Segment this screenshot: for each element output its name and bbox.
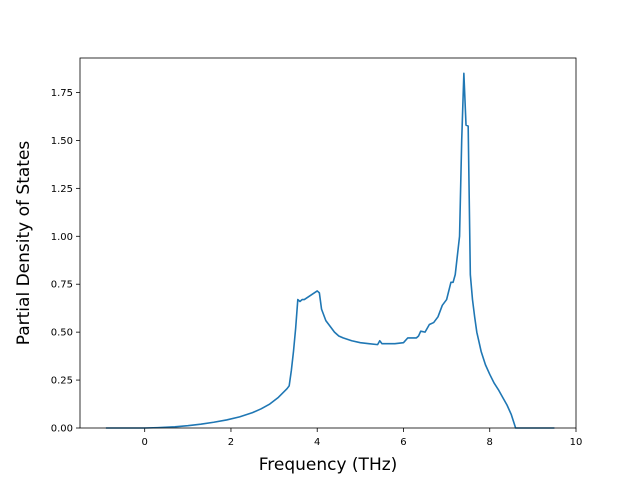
y-tick-label: 0.75 [51, 280, 73, 291]
y-axis-label: Partial Density of States [14, 141, 34, 346]
x-tick-label: 8 [487, 437, 493, 448]
y-tick-label: 0.00 [51, 424, 73, 435]
y-tick-label: 1.50 [51, 136, 73, 147]
plot-frame [79, 57, 577, 429]
y-tick-label: 1.00 [51, 232, 73, 243]
x-tick-label: 2 [228, 437, 234, 448]
y-tick-label: 1.25 [51, 184, 73, 195]
y-tick-label: 1.75 [51, 88, 73, 99]
x-tick-label: 4 [314, 437, 320, 448]
x-tick-label: 6 [400, 437, 406, 448]
plot-area [80, 58, 576, 428]
x-tick-label: 0 [142, 437, 148, 448]
pdos-series-line [105, 72, 555, 429]
x-tick-label: 10 [570, 437, 583, 448]
x-axis-ticks: 0 2 4 6 8 10 [142, 428, 583, 448]
x-axis-label: Frequency (THz) [259, 455, 398, 475]
y-tick-label: 0.50 [51, 328, 73, 339]
y-axis-ticks: 0.00 0.25 0.50 0.75 1.00 1.25 1.50 1.75 [51, 88, 80, 435]
y-tick-label: 0.25 [51, 376, 73, 387]
